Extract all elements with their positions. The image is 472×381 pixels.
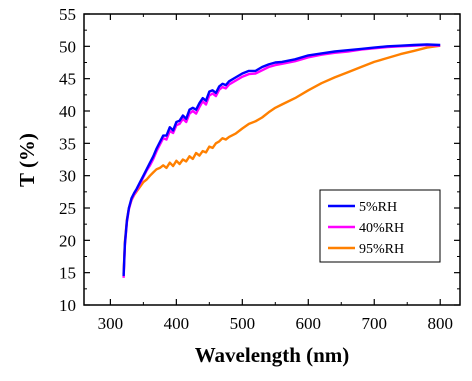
y-tick-label: 40 — [59, 102, 76, 121]
series-line-5-rh — [122, 43, 441, 276]
y-tick-label: 30 — [59, 167, 76, 186]
series-lines — [122, 43, 441, 278]
x-tick-label: 500 — [230, 314, 256, 333]
y-tick-label: 55 — [59, 5, 76, 24]
legend: 5%RH 40%RH 95%RH — [319, 189, 441, 263]
tick-labels: 300 400 500 600 700 800 10 15 20 25 30 35 40 45 50 55 — [59, 5, 453, 333]
y-axis-title: T (%) — [15, 133, 39, 187]
x-tick-label: 600 — [296, 314, 322, 333]
x-tick-label: 400 — [164, 314, 190, 333]
axis-ticks — [84, 13, 460, 306]
y-tick-label: 10 — [59, 296, 76, 315]
legend-label: 95%RH — [359, 242, 404, 257]
x-axis-title: Wavelength (nm) — [195, 343, 350, 367]
y-tick-label: 15 — [59, 264, 76, 283]
x-tick-label: 700 — [361, 314, 387, 333]
y-tick-label: 50 — [59, 37, 76, 56]
y-tick-label: 45 — [59, 70, 76, 89]
legend-label: 40%RH — [359, 221, 404, 236]
series-line-95-rh — [122, 44, 441, 275]
y-tick-label: 20 — [59, 231, 76, 250]
legend-entries: 5%RH 40%RH 95%RH — [328, 200, 404, 257]
y-tick-label: 25 — [59, 199, 76, 218]
x-tick-label: 300 — [98, 314, 124, 333]
legend-label: 5%RH — [359, 200, 397, 215]
x-tick-label: 800 — [427, 314, 453, 333]
y-tick-label: 35 — [59, 134, 76, 153]
